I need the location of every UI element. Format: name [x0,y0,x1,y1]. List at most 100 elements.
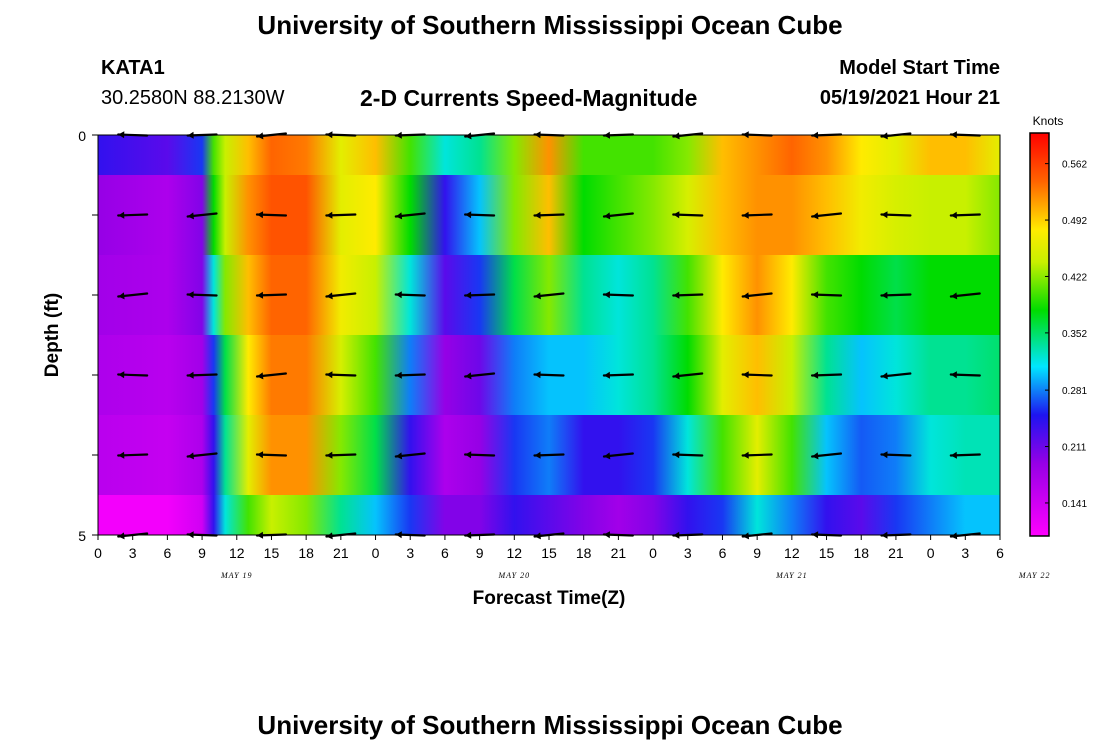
x-tick-label: 12 [507,545,523,561]
current-vector [255,451,288,459]
current-vector [117,211,149,219]
y-axis: 0 5 Depth (ft) [42,128,98,544]
x-tick-label: 3 [684,545,692,561]
station-coords: 30.2580N 88.2130W [101,87,285,109]
current-vector [949,451,981,459]
x-date-label: MAY 21 [775,571,808,580]
current-vector [949,292,981,300]
current-vector [672,211,704,219]
current-vector [394,371,426,379]
colorbar-label: Knots [1033,114,1064,128]
heatmap-layer [98,495,1000,535]
y-tick-label-bottom: 5 [78,528,86,544]
page-title-bottom: University of Southern Mississippi Ocean… [257,710,843,740]
x-tick-label: 6 [996,545,1004,561]
x-tick-label: 6 [441,545,449,561]
x-tick-label: 15 [819,545,835,561]
x-tick-label: 0 [927,545,935,561]
x-tick-label: 6 [719,545,727,561]
x-axis: 0 3 6 9 12 15 18 21 0 3 6 9 12 15 18 21 0 3 6 9 12 15 18 21 0 3 6 M… [94,535,1049,580]
current-vector [741,451,773,459]
current-vector [811,212,843,220]
current-vector [464,291,496,299]
current-vector [117,451,149,459]
current-vector [255,372,287,380]
current-vector [394,212,426,220]
model-start-value: 05/19/2021 Hour 21 [819,87,1000,109]
x-tick-label: 18 [298,545,314,561]
current-vector [810,371,843,379]
colorbar-tick-label: 0.211 [1062,443,1087,454]
chart-title: 2-D Currents Speed-Magnitude [360,85,698,111]
current-vector [394,291,426,299]
current-vector [672,451,704,459]
x-tick-label: 0 [372,545,380,561]
current-vector [325,451,357,459]
current-vector [325,371,357,379]
x-date-label: MAY 19 [220,571,253,580]
colorbar-tick-label: 0.422 [1062,272,1087,283]
x-tick-label: 15 [541,545,557,561]
current-vector [255,211,288,219]
current-vector [810,291,843,299]
current-vector [186,212,218,220]
x-tick-label: 21 [333,545,349,561]
current-vector [672,372,704,380]
x-tick-label: 9 [476,545,484,561]
page-title-top: University of Southern Mississippi Ocean… [257,10,843,40]
current-vector [741,292,773,300]
current-vector [464,211,496,219]
current-vector [880,211,912,219]
current-vector [533,211,565,219]
colorbar-tick-label: 0.141 [1062,499,1087,510]
x-tick-label: 6 [163,545,171,561]
x-tick-label: 3 [406,545,414,561]
y-axis-label: Depth (ft) [42,293,63,377]
current-vector [533,451,565,459]
colorbar-tick-label: 0.281 [1062,386,1087,397]
current-vector [186,291,218,299]
current-vector [602,212,634,220]
current-vector [533,371,565,379]
current-vector [602,371,634,379]
x-tick-label: 18 [853,545,869,561]
x-tick-label: 9 [198,545,206,561]
current-vector [464,451,496,459]
station-id: KATA1 [101,57,165,79]
colorbar-gradient [1029,132,1050,537]
x-tick-label: 0 [649,545,657,561]
current-vector [949,371,981,379]
x-date-label: MAY 20 [498,571,531,580]
x-tick-label: 3 [129,545,137,561]
current-vector [811,452,843,460]
current-vector [117,371,149,379]
current-vector [394,452,426,460]
x-axis-label: Forecast Time(Z) [473,588,626,609]
current-vector [672,291,704,299]
colorbar-tick-label: 0.562 [1062,160,1087,171]
heatmap-layer [98,135,1000,175]
x-tick-label: 3 [961,545,969,561]
x-tick-label: 15 [264,545,280,561]
current-vector [255,291,288,299]
x-tick-label: 12 [229,545,245,561]
current-vector [325,211,357,219]
x-tick-label: 12 [784,545,800,561]
current-vector [325,292,357,300]
current-vector [741,371,773,379]
current-vector [949,211,981,219]
colorbar-tick-label: 0.492 [1062,216,1087,227]
x-tick-label: 9 [753,545,761,561]
x-tick-label: 0 [94,545,102,561]
current-vector [880,451,912,459]
model-start-label: Model Start Time [839,57,1000,79]
current-vector [880,291,912,299]
current-vector [186,371,218,379]
heatmap [98,135,1000,535]
current-vector [741,211,773,219]
current-vector [602,291,634,299]
current-vector [117,292,149,300]
colorbar: Knots 0.562 0.492 0.422 0.352 0.281 0.211 0.14… [1029,114,1087,537]
x-tick-label: 21 [888,545,904,561]
